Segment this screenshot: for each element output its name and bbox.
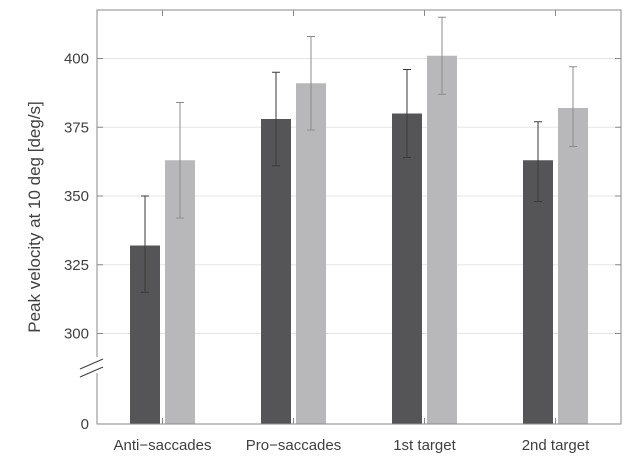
y-tick-label: 300 — [64, 326, 89, 343]
bar — [296, 83, 326, 424]
bar — [392, 113, 422, 424]
y-tick-label: 375 — [64, 119, 89, 136]
x-tick-label: Anti−saccades — [114, 437, 212, 454]
tick-labels: 0 300 325 350 375 400 Anti−saccades Pro−saccade… — [64, 10, 621, 454]
x-tick-label: 1st target — [393, 437, 456, 454]
x-tick-label: 2nd target — [522, 437, 590, 454]
bar — [523, 160, 553, 424]
x-tick-label: Pro−saccades — [246, 437, 341, 454]
y-tick-label: 350 — [64, 188, 89, 205]
bar — [558, 108, 588, 424]
axes — [79, 9, 622, 425]
axis-break-mark — [79, 357, 108, 378]
y-tick-label: 0 — [81, 416, 89, 433]
bar — [261, 119, 291, 424]
error-bars — [141, 16, 577, 293]
plot-frame — [96, 9, 622, 425]
bars — [130, 55, 588, 424]
y-tick-label: 325 — [64, 257, 89, 274]
y-axis-label: Peak velocity at 10 deg [deg/s] — [25, 101, 44, 333]
y-tick-label: 400 — [64, 51, 89, 68]
bar — [427, 55, 457, 424]
